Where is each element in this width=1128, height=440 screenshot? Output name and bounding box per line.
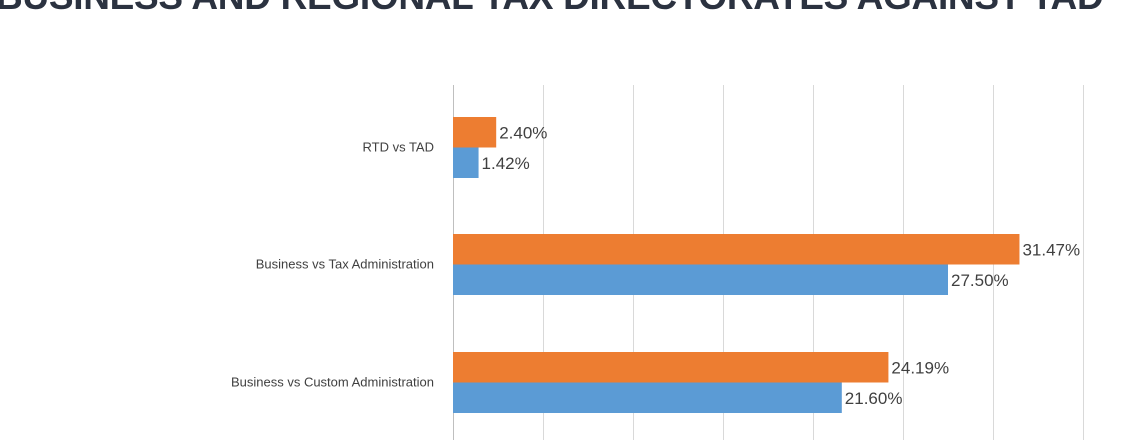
bar (453, 234, 1020, 265)
bar (453, 382, 842, 413)
category-label: Business vs Custom Administration (231, 375, 434, 390)
data-label: 2.40% (499, 123, 547, 142)
category-label: RTD vs TAD (362, 140, 434, 155)
bar (453, 147, 479, 178)
data-label: 1.42% (482, 154, 530, 173)
data-label: 21.60% (845, 389, 903, 408)
bar (453, 117, 497, 148)
category-label: Business vs Tax Administration (256, 257, 434, 272)
bar (453, 264, 948, 295)
data-label: 24.19% (891, 358, 949, 377)
data-label: 31.47% (1022, 240, 1080, 259)
data-label: 27.50% (951, 271, 1009, 290)
chart-title: BUSINESS AND REGIONAL TAX DIRECTORATES A… (0, 0, 1104, 18)
bar (453, 352, 889, 383)
